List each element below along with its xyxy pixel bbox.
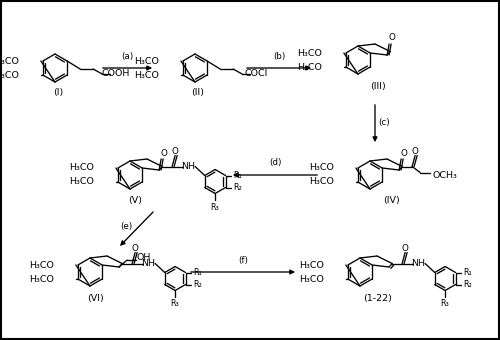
Text: (VI): (VI) [86, 293, 104, 303]
Text: OCH₃: OCH₃ [432, 171, 457, 180]
Text: (f): (f) [238, 255, 248, 265]
Text: O: O [132, 244, 138, 253]
Text: OH: OH [136, 254, 150, 262]
Text: (b): (b) [273, 51, 285, 61]
Text: R₁: R₁ [194, 268, 202, 277]
Text: H₃CO: H₃CO [309, 164, 334, 172]
Text: H₃CO: H₃CO [299, 274, 324, 284]
Text: O: O [412, 147, 418, 156]
Text: R₂: R₂ [194, 280, 202, 289]
Text: COCl: COCl [244, 69, 268, 79]
Text: COOH: COOH [102, 69, 130, 79]
Text: O: O [160, 149, 168, 157]
Text: H₃CO: H₃CO [0, 70, 19, 80]
Text: H₃CO: H₃CO [69, 177, 94, 187]
Text: NH: NH [181, 162, 195, 171]
Text: H₃CO: H₃CO [29, 274, 54, 284]
Text: H₃CO: H₃CO [297, 63, 322, 71]
Text: R₂: R₂ [464, 280, 472, 289]
Text: (a): (a) [121, 51, 133, 61]
Text: (c): (c) [378, 119, 390, 128]
Text: H₃CO: H₃CO [134, 56, 159, 66]
Text: H₃CO: H₃CO [299, 260, 324, 270]
Text: NH: NH [141, 259, 155, 268]
Text: H₃CO: H₃CO [69, 164, 94, 172]
Text: R₁: R₁ [234, 171, 242, 180]
Text: H₃CO: H₃CO [134, 70, 159, 80]
Text: O: O [388, 34, 396, 42]
Text: (d): (d) [269, 158, 281, 168]
Text: H₃CO: H₃CO [309, 177, 334, 187]
Text: (II): (II) [192, 87, 204, 97]
Text: NH: NH [411, 259, 425, 268]
Text: H₃CO: H₃CO [297, 49, 322, 57]
Text: (I): (I) [53, 87, 63, 97]
Text: O: O [402, 244, 408, 253]
Text: (1-22): (1-22) [364, 293, 392, 303]
Text: H₃CO: H₃CO [29, 260, 54, 270]
Text: O: O [400, 149, 407, 157]
Text: H₃CO: H₃CO [0, 56, 19, 66]
Text: (IV): (IV) [384, 197, 400, 205]
Text: (III): (III) [370, 82, 386, 90]
Text: R₁: R₁ [464, 268, 472, 277]
Text: R₃: R₃ [440, 300, 450, 308]
Text: R₃: R₃ [170, 300, 179, 308]
Text: (e): (e) [120, 222, 132, 232]
Text: (V): (V) [128, 197, 142, 205]
Text: O: O [172, 147, 178, 156]
Text: R₃: R₃ [210, 203, 220, 211]
Text: R₂: R₂ [234, 183, 242, 192]
